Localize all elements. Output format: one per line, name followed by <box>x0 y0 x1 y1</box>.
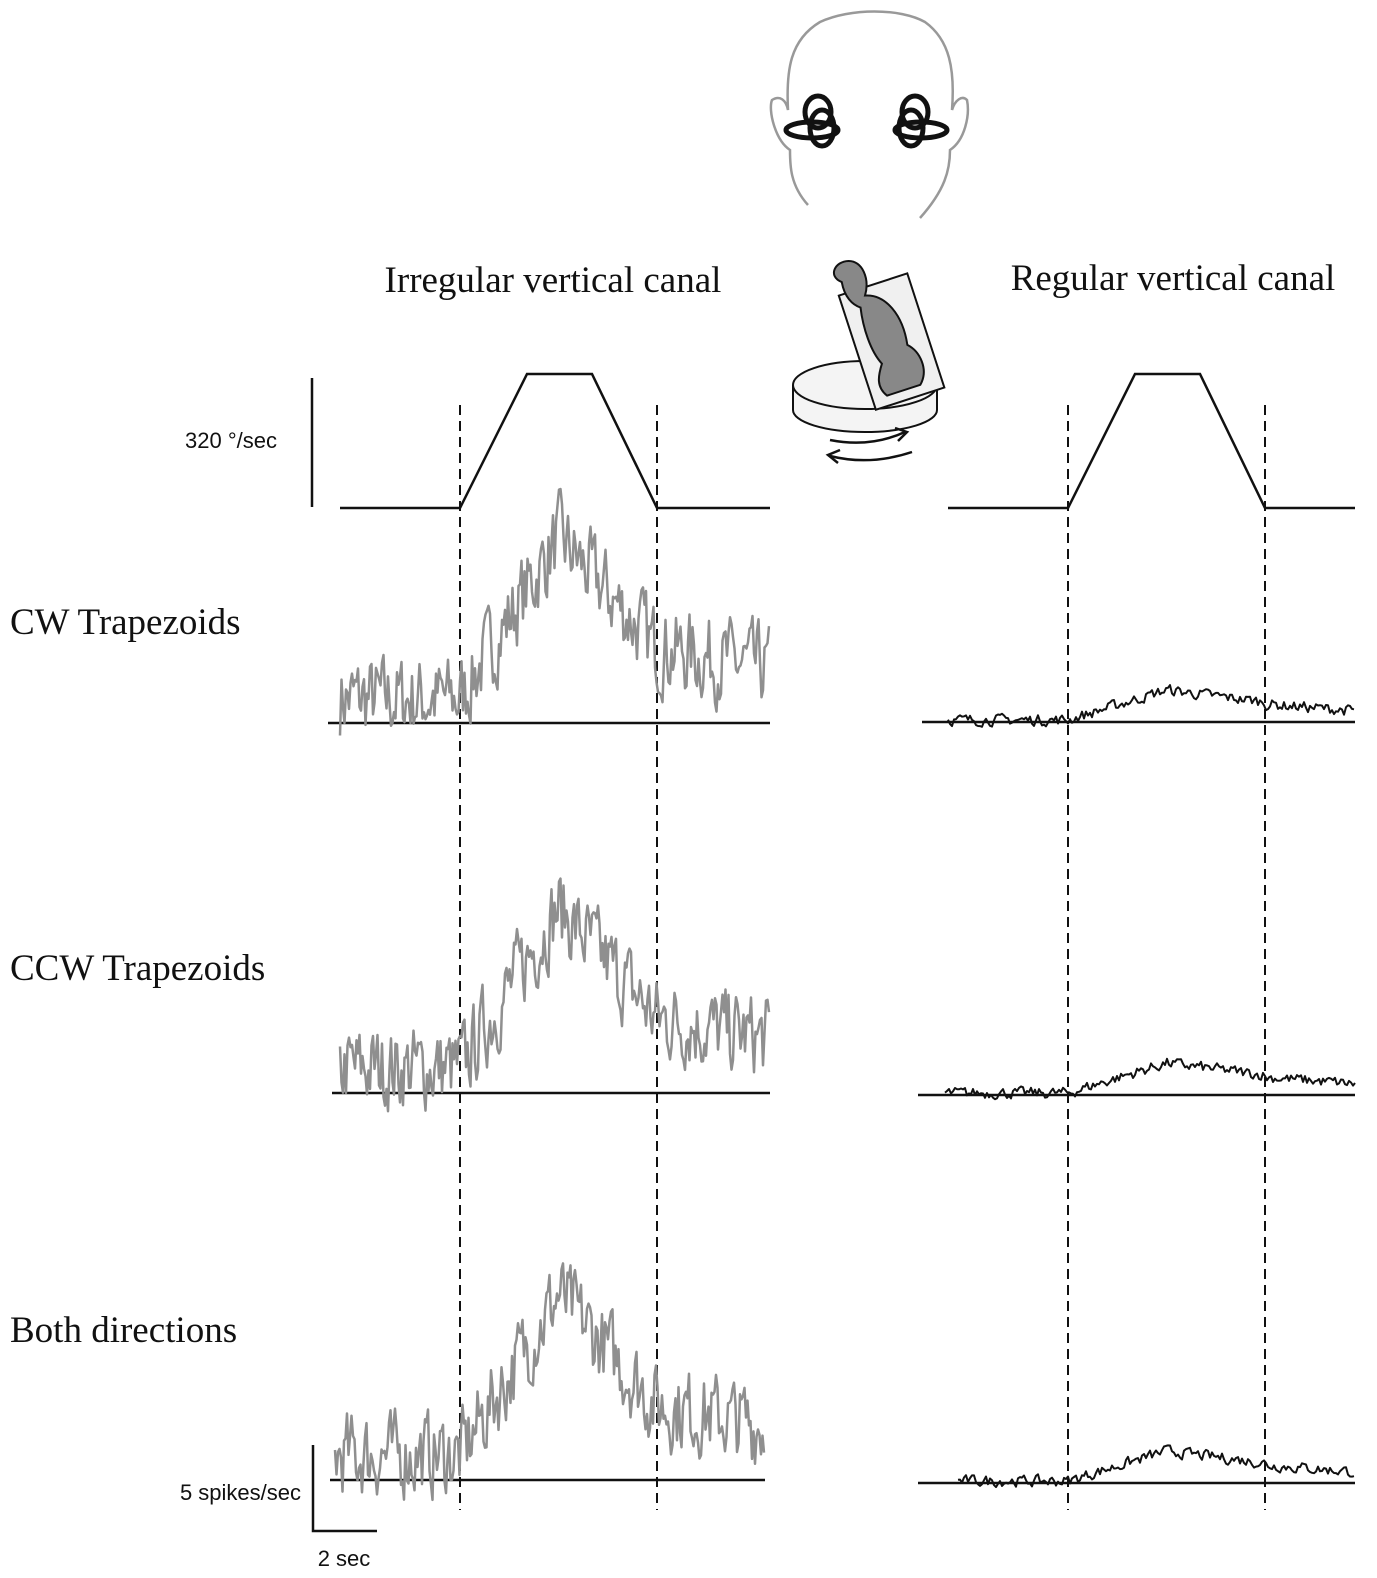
row-label: CW Trapezoids <box>10 602 241 643</box>
firing-rate-trace <box>338 877 771 1113</box>
time-scale-label: 2 sec <box>318 1546 371 1571</box>
firing-rate-trace <box>333 1262 766 1502</box>
left-title: Irregular vertical canal <box>385 260 722 301</box>
row-label: Both directions <box>10 1310 237 1351</box>
plots <box>310 372 1356 1533</box>
stimulus-trapezoid <box>340 372 770 510</box>
rate-scale-label: 5 spikes/sec <box>180 1480 301 1505</box>
firing-rate-trace <box>944 1057 1356 1101</box>
firing-rate-trace <box>338 487 771 736</box>
velocity-scale-label: 320 °/sec <box>185 428 277 453</box>
firing-rate-trace <box>947 684 1355 728</box>
firing-rate-trace <box>957 1444 1355 1489</box>
stimulus-trapezoid <box>948 372 1355 510</box>
right-title: Regular vertical canal <box>1011 258 1336 299</box>
head-illustration <box>769 10 969 219</box>
rate-time-scale-bar <box>311 1445 377 1533</box>
row-label: CCW Trapezoids <box>10 948 265 989</box>
turntable-illustration <box>792 259 946 464</box>
